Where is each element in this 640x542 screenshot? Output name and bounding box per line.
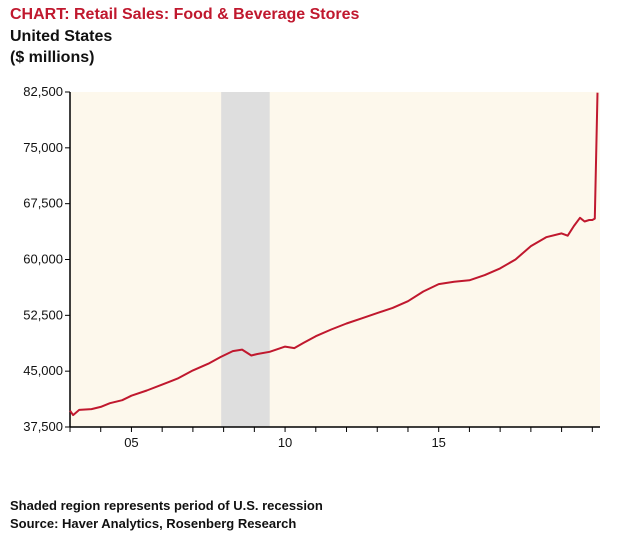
- y-tick-label: 52,500: [23, 307, 63, 322]
- footer-source: Source: Haver Analytics, Rosenberg Resea…: [10, 516, 297, 531]
- y-tick-label: 37,500: [23, 419, 63, 434]
- series-line: [69, 92, 599, 417]
- recession-shade: [221, 92, 270, 427]
- series-group: [69, 92, 599, 417]
- x-axis: 05 10 15: [69, 426, 600, 450]
- chart-subtitle-region: United States: [10, 28, 113, 45]
- line-chart: 37,500 45,000 52,500 60,000 67,500 75,000 82,5…: [23, 84, 600, 450]
- plot-background: [70, 92, 600, 427]
- chart-subtitle-units: ($ millions): [10, 49, 95, 66]
- y-tick-label: 67,500: [23, 196, 63, 211]
- y-tick-label: 45,000: [23, 363, 63, 378]
- y-axis: 37,500 45,000 52,500 60,000 67,500 75,000 82,5…: [23, 84, 71, 434]
- x-tick-label: 05: [124, 435, 138, 450]
- x-tick-label: 15: [431, 435, 445, 450]
- y-tick-label: 60,000: [23, 252, 63, 267]
- x-tick-label: 10: [278, 435, 292, 450]
- footer-note: Shaded region represents period of U.S. …: [10, 498, 323, 513]
- y-tick-label: 82,500: [23, 84, 63, 99]
- y-tick-label: 75,000: [23, 140, 63, 155]
- chart-title: CHART: Retail Sales: Food & Beverage Sto…: [10, 6, 360, 23]
